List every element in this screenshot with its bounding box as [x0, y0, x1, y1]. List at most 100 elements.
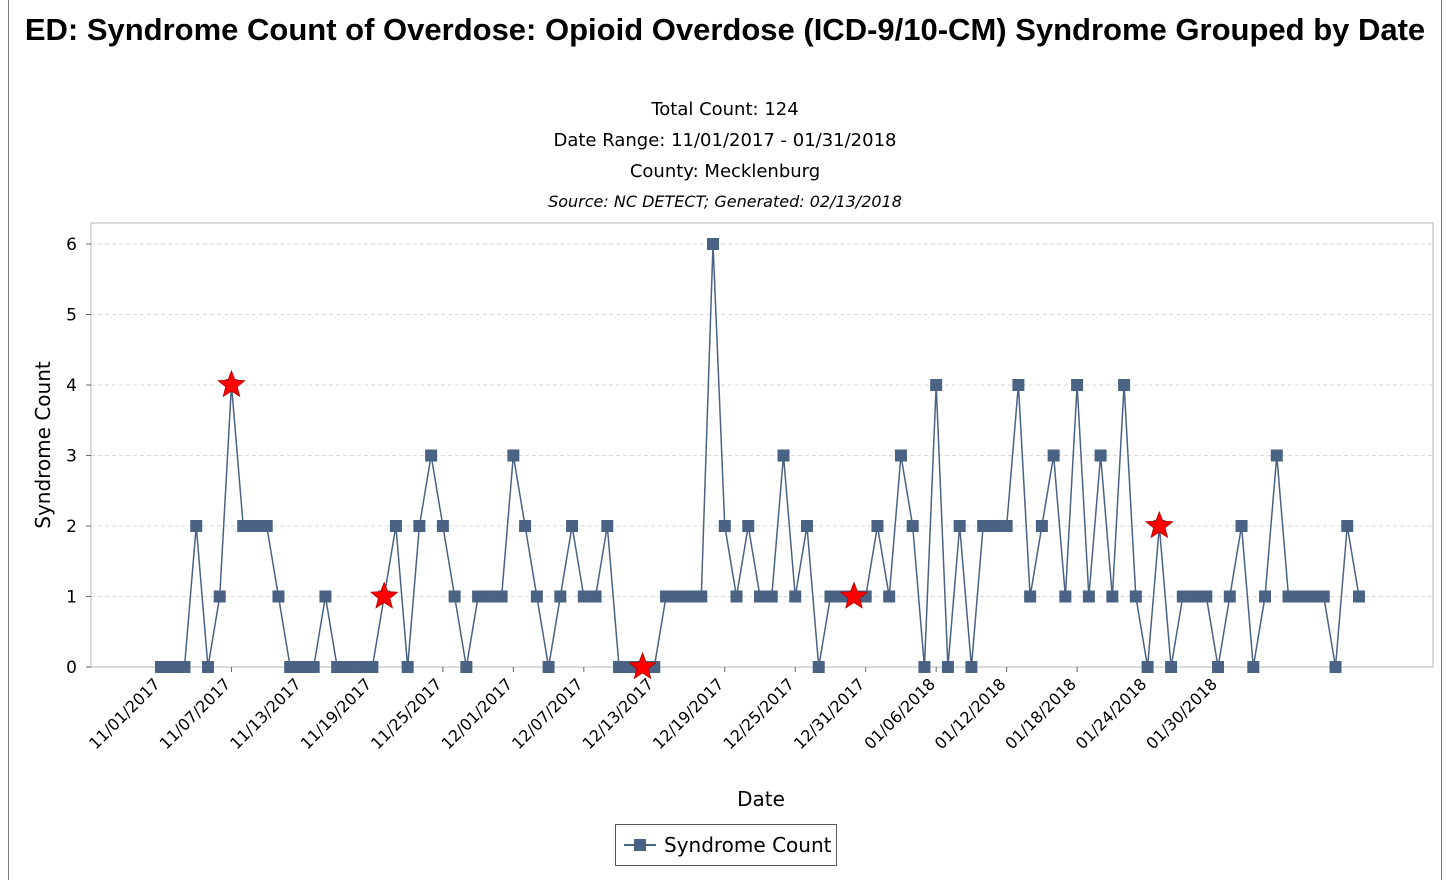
data-point: [389, 520, 402, 532]
data-point: [1059, 590, 1072, 603]
x-tick-label: 01/06/2018: [860, 674, 939, 753]
x-tick-label: 12/25/2017: [719, 674, 798, 753]
data-point: [824, 590, 837, 603]
data-point: [1129, 590, 1142, 603]
x-tick-label: 12/19/2017: [649, 674, 728, 753]
data-point: [765, 590, 778, 603]
data-point: [554, 590, 567, 603]
data-point: [695, 590, 708, 603]
data-point: [1106, 590, 1119, 603]
x-tick-label: 01/30/2018: [1142, 674, 1221, 753]
data-point: [718, 520, 731, 532]
data-point: [1200, 590, 1213, 603]
data-point: [1071, 379, 1084, 391]
flag-star: [369, 581, 399, 609]
chart-title: ED: Syndrome Count of Overdose: Opioid O…: [24, 12, 1426, 47]
data-point: [1035, 520, 1048, 532]
data-point: [1188, 590, 1201, 603]
data-point: [248, 520, 261, 532]
data-point: [671, 590, 684, 603]
data-point: [1176, 590, 1189, 603]
y-tick-label: 0: [66, 658, 77, 678]
data-point: [166, 661, 179, 673]
data-point: [307, 661, 320, 673]
data-point: [871, 520, 884, 532]
data-point: [472, 590, 485, 603]
legend-swatch: [624, 838, 656, 852]
data-point: [660, 590, 673, 603]
data-point: [742, 520, 755, 532]
x-axis-label: Date: [737, 787, 785, 811]
data-point: [413, 520, 426, 532]
data-point: [1270, 449, 1283, 462]
data-point: [1317, 590, 1330, 603]
data-point: [483, 590, 496, 603]
data-point: [1141, 661, 1154, 673]
data-point: [906, 520, 919, 532]
data-point: [683, 590, 696, 603]
data-point: [1000, 520, 1013, 532]
x-tick-label: 11/25/2017: [367, 674, 446, 753]
data-point: [1259, 590, 1272, 603]
x-tick-label: 12/31/2017: [790, 674, 869, 753]
x-tick-label: 01/18/2018: [1001, 674, 1080, 753]
data-point: [918, 661, 931, 673]
y-tick-label: 1: [66, 588, 77, 608]
data-point: [930, 379, 943, 391]
x-tick-label: 01/24/2018: [1072, 674, 1151, 753]
x-tick-label: 11/19/2017: [297, 674, 376, 753]
data-point: [1118, 379, 1131, 391]
data-point: [1329, 661, 1342, 673]
data-point: [1282, 590, 1295, 603]
data-point: [1294, 590, 1307, 603]
data-point: [272, 590, 285, 603]
data-point: [812, 661, 825, 673]
x-tick-label: 11/13/2017: [226, 674, 305, 753]
subtitle-source: Source: NC DETECT; Generated: 02/13/2018: [548, 192, 902, 211]
data-point: [1223, 590, 1236, 603]
data-point: [601, 520, 614, 532]
data-point: [577, 590, 590, 603]
flag-star: [1144, 510, 1174, 539]
data-point: [707, 238, 720, 250]
data-point: [237, 520, 250, 532]
subtitle-county: County: Mecklenburg: [629, 161, 821, 182]
data-point: [883, 590, 896, 603]
data-point: [1165, 661, 1178, 673]
data-point: [566, 520, 579, 532]
y-tick-label: 4: [66, 376, 77, 396]
data-point: [354, 661, 367, 673]
data-point: [495, 590, 508, 603]
data-point: [178, 661, 191, 673]
x-tick-label: 12/07/2017: [508, 674, 587, 753]
y-tick-label: 2: [66, 517, 77, 537]
data-point: [284, 661, 297, 673]
y-tick-label: 6: [66, 235, 77, 255]
flag-star: [628, 651, 657, 680]
data-point: [366, 661, 379, 673]
subtitle-total-count: Total Count: 124: [651, 99, 799, 120]
y-axis-label: Syndrome Count: [31, 361, 55, 529]
data-point: [589, 590, 602, 603]
flag-markers: [217, 369, 1174, 680]
data-point: [319, 590, 332, 603]
data-point: [613, 661, 626, 673]
x-tick-label: 12/01/2017: [438, 674, 517, 753]
data-point: [1247, 661, 1260, 673]
data-point: [331, 661, 344, 673]
data-point: [800, 520, 813, 532]
data-point: [1047, 449, 1060, 462]
flag-star: [839, 581, 869, 609]
data-point: [1094, 449, 1107, 462]
data-point: [190, 520, 203, 532]
data-point: [213, 590, 226, 603]
data-point: [754, 590, 766, 603]
data-point: [953, 520, 966, 532]
data-point: [977, 520, 990, 532]
data-point: [730, 590, 743, 603]
data-point: [155, 661, 167, 673]
data-point: [965, 661, 978, 673]
data-point: [436, 520, 449, 532]
data-point: [519, 520, 532, 532]
